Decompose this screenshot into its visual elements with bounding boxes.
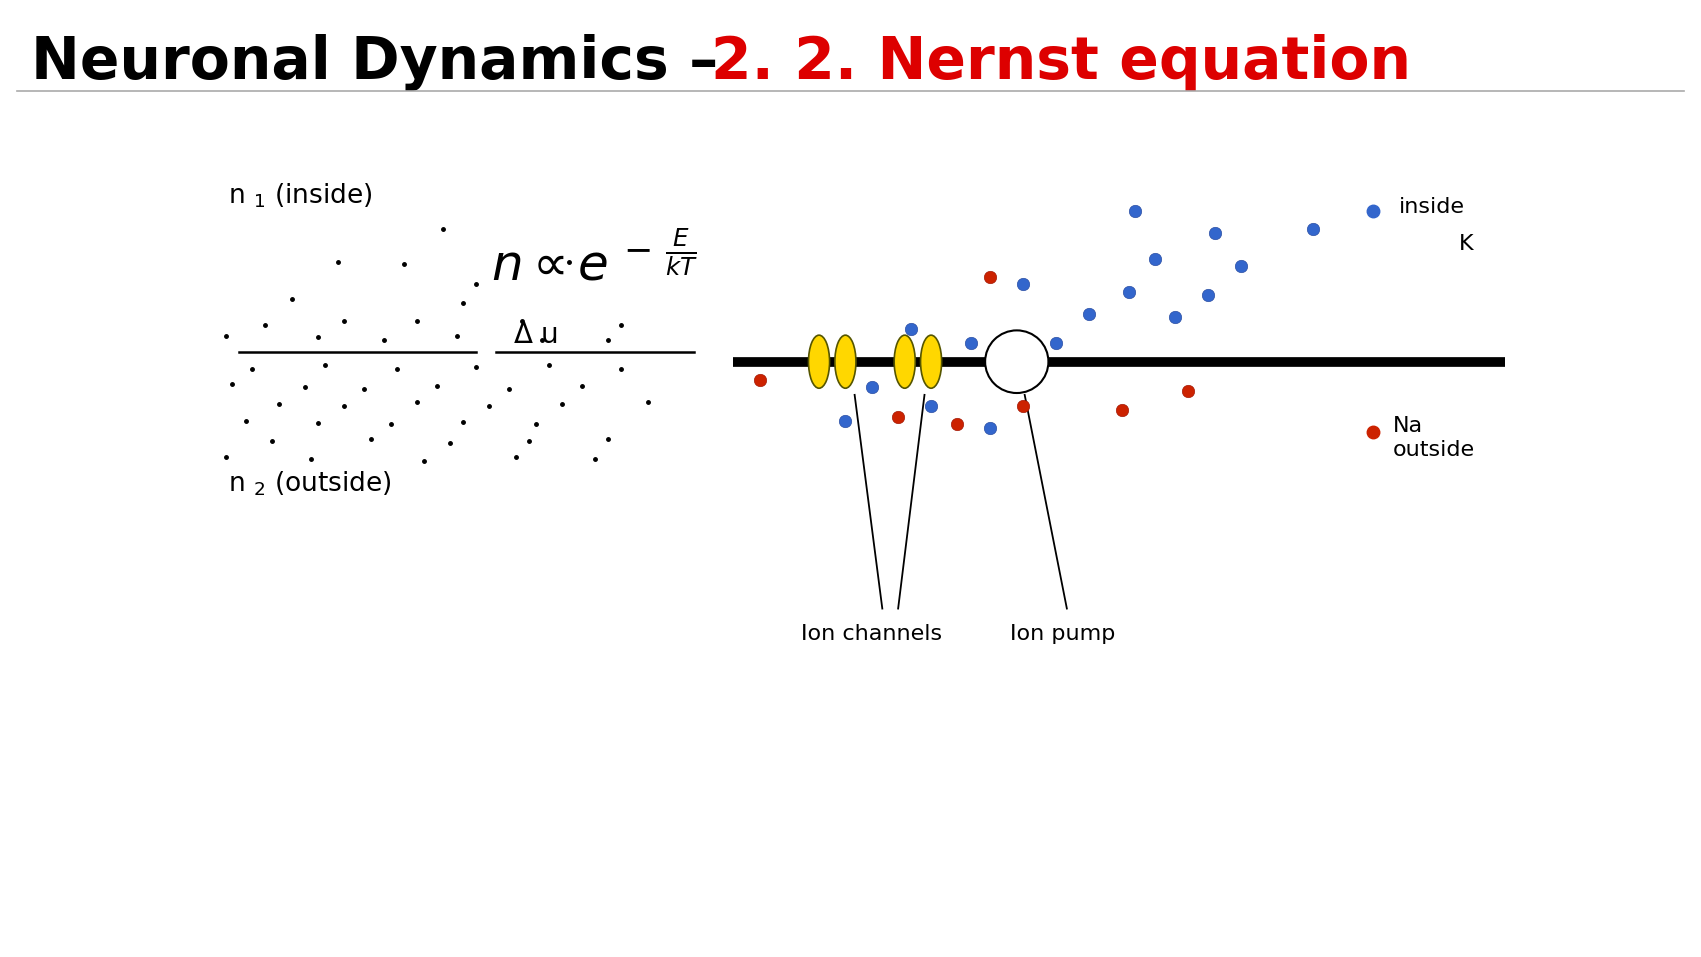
Text: 2. 2. Nernst equation: 2. 2. Nernst equation [711, 33, 1412, 91]
Text: n $_{2}$ (outside): n $_{2}$ (outside) [228, 469, 393, 498]
Text: Neuronal Dynamics –: Neuronal Dynamics – [31, 33, 738, 91]
Text: $n \propto e^{\,-\,\frac{E}{kT}}$: $n \propto e^{\,-\,\frac{E}{kT}}$ [492, 234, 699, 291]
Text: outside: outside [1393, 440, 1475, 460]
Ellipse shape [895, 335, 915, 389]
Text: Ion channels: Ion channels [801, 624, 942, 644]
Ellipse shape [920, 335, 942, 389]
Ellipse shape [835, 335, 856, 389]
Ellipse shape [985, 330, 1048, 393]
Text: Ion pump: Ion pump [1010, 624, 1116, 644]
Text: K: K [1458, 234, 1473, 254]
Text: Na: Na [1393, 415, 1422, 435]
Text: n $_{1}$ (inside): n $_{1}$ (inside) [228, 182, 373, 211]
Ellipse shape [808, 335, 830, 389]
Text: $\Delta$ u: $\Delta$ u [514, 322, 558, 349]
Text: inside: inside [1398, 197, 1465, 217]
